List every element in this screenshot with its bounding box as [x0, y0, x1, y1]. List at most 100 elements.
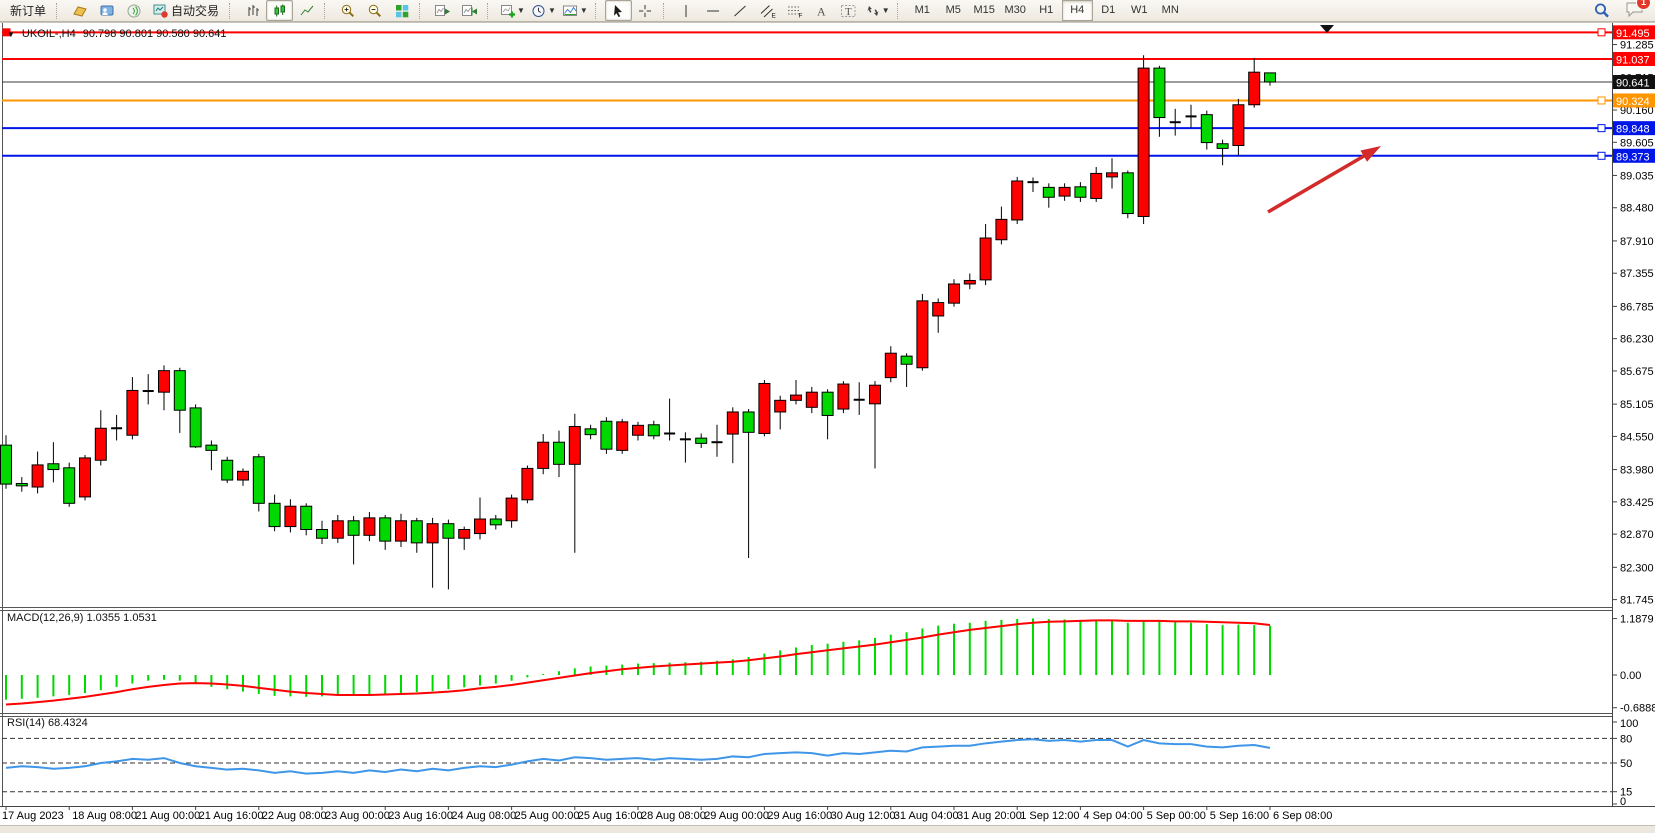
candle-up: [837, 383, 850, 410]
templates-icon: [562, 5, 577, 16]
timeframe-button-m30[interactable]: M30: [1004, 4, 1026, 16]
templates-button[interactable]: ▼: [559, 0, 591, 21]
auto-arrange-button[interactable]: [429, 0, 456, 21]
hline-anchor[interactable]: [1597, 151, 1606, 160]
bar-chart-button[interactable]: [239, 0, 266, 21]
search-icon: [1594, 3, 1609, 18]
trend-arrow-head[interactable]: [1360, 146, 1381, 162]
rsi-axis-label: 100: [1620, 718, 1638, 730]
rsi-axis-label: 80: [1620, 733, 1632, 745]
timeframe-button-m5[interactable]: M5: [945, 4, 961, 16]
autotrading-label: 自动交易: [171, 4, 220, 18]
hline-anchor[interactable]: [1597, 28, 1606, 37]
hline-anchor[interactable]: [1597, 124, 1606, 133]
chart-title: ▼ UKOIL-,H4 90.798 90.801 90.580 90.641: [7, 28, 226, 40]
chevron-down-icon: ▼: [579, 6, 588, 15]
candle-up: [1090, 172, 1103, 199]
zoom-in-button[interactable]: [334, 0, 361, 21]
bar-chart-icon: [248, 4, 259, 16]
timeframe-button-h1[interactable]: H1: [1039, 4, 1054, 16]
equidistant-channel-button[interactable]: E: [754, 0, 781, 21]
candle-down: [221, 459, 234, 481]
symbol-dropdown-icon[interactable]: ▼: [7, 29, 15, 39]
svg-text:A: A: [817, 4, 826, 18]
line-chart-icon: [300, 5, 313, 15]
timeframe-button-w1[interactable]: W1: [1130, 4, 1148, 16]
candle-down: [1216, 143, 1229, 149]
zoom-out-button[interactable]: [361, 0, 388, 21]
time-tick-label: 30 Aug 12:00: [831, 810, 896, 822]
chart-canvas[interactable]: 91.28590.71590.16089.60589.03588.48087.9…: [0, 22, 1655, 833]
search-button[interactable]: [1588, 0, 1615, 21]
time-tick-label: 23 Aug 16:00: [388, 810, 453, 822]
timeframe-button-mn[interactable]: MN: [1161, 4, 1179, 16]
candle-down: [347, 520, 360, 536]
candle-up: [79, 457, 91, 498]
timeframe-toolbar: M1 M5 M15 M30 H1 H4 D1 W1 MN: [907, 0, 1186, 21]
crosshair-button[interactable]: [632, 0, 659, 21]
candlestick-chart-button[interactable]: [266, 0, 294, 21]
time-tick-label: 4 Sep 04:00: [1083, 810, 1142, 822]
time-tick-label: 21 Aug 16:00: [199, 810, 264, 822]
timeframe-button-m15[interactable]: M15: [973, 4, 995, 16]
tile-windows-icon: [395, 4, 408, 17]
virtual-hosting-button[interactable]: [93, 0, 120, 21]
price-tick-label: 84.550: [1620, 431, 1654, 443]
arrows-button[interactable]: ▼: [862, 0, 893, 21]
svg-text:T: T: [845, 6, 852, 18]
virtual-hosting-icon: [100, 5, 114, 15]
equidistant-channel-icon: E: [760, 4, 776, 19]
clock-dropdown-button[interactable]: ▼: [528, 0, 559, 21]
arrange-windows-button[interactable]: [456, 0, 483, 21]
candle-down: [0, 444, 12, 485]
autotrading-button[interactable]: 自动交易: [147, 0, 225, 21]
fibonacci-button[interactable]: F: [781, 0, 808, 21]
candle-up: [726, 411, 739, 435]
time-tick-label: 25 Aug 00:00: [515, 810, 580, 822]
tile-windows-button[interactable]: [388, 0, 415, 21]
new-order-button[interactable]: 新订单: [10, 4, 47, 18]
candle-down: [47, 463, 60, 471]
text-label-button[interactable]: T: [835, 0, 862, 21]
hline-anchor[interactable]: [1597, 96, 1606, 105]
line-chart-button[interactable]: [293, 0, 320, 21]
time-axis[interactable]: [0, 807, 1612, 825]
candle-down: [205, 444, 218, 451]
toolbar-grip: [229, 2, 235, 19]
chat-button[interactable]: 1: [1625, 0, 1651, 21]
candle-down: [379, 517, 392, 542]
timeframe-button-h4[interactable]: H4: [1061, 0, 1093, 21]
cursor-icon: [614, 4, 623, 17]
candle-up: [632, 424, 644, 436]
vertical-line-button[interactable]: [673, 0, 700, 21]
text-label-icon: T: [840, 4, 856, 18]
trendline-button[interactable]: [727, 0, 754, 21]
text-button[interactable]: A: [808, 0, 835, 21]
arrows-icon: [867, 5, 879, 16]
price-tick-label: 83.980: [1620, 465, 1654, 477]
candle-up: [31, 464, 44, 488]
symbol-period-label: UKOIL-,H4: [21, 28, 76, 40]
timeframe-button-d1[interactable]: D1: [1101, 4, 1116, 16]
new-chart-button[interactable]: ▼: [497, 0, 528, 21]
candle-down: [300, 505, 313, 530]
horizontal-line-button[interactable]: [700, 0, 727, 21]
candle-up: [774, 399, 787, 413]
timeframe-button-m1[interactable]: M1: [914, 4, 930, 16]
price-badge-label: 91.495: [1616, 28, 1650, 40]
candle-up: [1248, 71, 1261, 106]
hline-anchor[interactable]: [2, 28, 11, 37]
candle-down: [600, 420, 613, 450]
signals-button[interactable]: [120, 0, 147, 21]
rsi-axis-label: 15: [1620, 787, 1632, 799]
price-axis[interactable]: [1613, 23, 1655, 806]
candle-up: [458, 528, 471, 539]
candle-up: [616, 421, 629, 451]
candle-down: [647, 424, 660, 437]
object-anchor-marker[interactable]: [1320, 25, 1334, 33]
candle-down: [742, 411, 755, 433]
trend-arrow-object[interactable]: [1267, 154, 1365, 214]
cursor-button[interactable]: [604, 0, 632, 21]
mql5-button[interactable]: [66, 0, 93, 21]
rsi-axis-label: 0: [1620, 796, 1626, 808]
